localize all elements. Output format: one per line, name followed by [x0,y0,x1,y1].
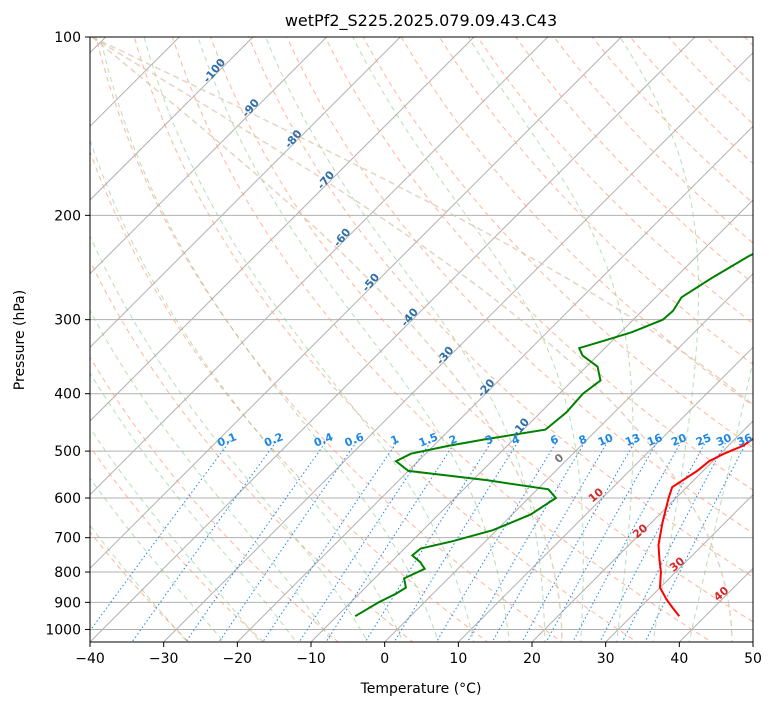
mixing-ratio-line [262,440,399,642]
y-tick-label: 100 [54,30,81,46]
mixing-ratio-line [572,440,683,642]
moist-adiabat-line [143,37,475,642]
mixing-ratio-line [364,440,493,642]
isotherm-line [457,346,753,642]
mixing-ratio-label: 13 [623,431,642,449]
y-axis-label: Pressure (hPa) [12,290,28,390]
dry-adiabat-line [90,150,489,642]
moist-adiabat-line [90,235,369,642]
profile-lines [354,252,753,618]
x-tick-label: 40 [670,651,688,667]
mixing-ratio-line [435,440,558,642]
mixing-ratio-label: 1 [389,433,401,448]
y-tick-label: 400 [54,387,81,403]
moist-adiabat-line [90,309,333,642]
moist-adiabat-line [265,37,546,642]
y-tick-label: 900 [54,595,81,611]
mixing-ratio-line [466,440,587,642]
x-tick-label: −20 [223,651,253,667]
x-tick-label: −10 [296,651,326,667]
isotherm-line [162,51,753,642]
x-tick-label: 20 [523,651,541,667]
moist-adiabat-line [90,427,261,642]
mixing-ratio-label: 20 [669,431,688,449]
mixing-ratio-label: 3 [483,433,495,448]
y-tick-label: 600 [54,491,81,507]
isotherm-line [604,493,753,642]
moist-adiabat-line [90,524,188,642]
isotherm-line [90,37,549,496]
dry-adiabat-line [400,37,753,407]
mixing-ratio-label: 16 [645,431,664,449]
moist-adiabat-line [99,37,440,642]
reference-curve [91,37,733,642]
moist-adiabat-line [90,477,225,642]
plot-frame [89,36,754,643]
dry-adiabat-line [248,37,753,578]
mixing-ratio-line [298,440,432,642]
mixing-ratio-label: 10 [596,431,615,449]
mixing-ratio-line [491,440,609,642]
y-tick-label: 1000 [45,622,81,638]
dry-adiabat-line [477,37,753,325]
dry-adiabat-line [286,37,753,534]
isotherm-line [90,37,696,642]
mixing-ratio-line [599,440,707,642]
dry-adiabat-line [90,356,339,642]
isotherm-line [90,37,254,201]
dry-adiabat-line [133,37,638,642]
mixing-ratio-label: 8 [577,433,589,448]
isotherm-line [90,37,402,349]
dry-adiabat-line [171,37,713,642]
y-tick-label: 500 [54,444,81,460]
isotherm-line [90,37,623,570]
isotherm-line [90,37,328,275]
reference-curve [91,37,753,406]
x-tick-label: 30 [597,651,615,667]
moist-adiabat-line [197,37,510,642]
chart-title: wetPf2_S225.2025.079.09.43.C43 [285,11,557,31]
isotherm-line [383,272,753,642]
dry-adiabat-line [95,37,564,642]
y-tick-label: 200 [54,208,81,224]
axis-ticks: −40 −30 −20 −10 0 10 20 30 40 50 100 200 300 400 500 60… [45,30,762,667]
x-tick-label: 0 [380,651,389,667]
y-tick-label: 800 [54,565,81,581]
mixing-ratio-label: 25 [694,431,713,449]
mixing-ratio-line [545,440,659,642]
y-tick-label: 300 [54,313,81,329]
mixing-ratio-line [521,440,637,642]
mixing-ratio-line [644,440,748,642]
x-tick-label: −40 [75,651,105,667]
mixing-ratio-label: 2 [447,433,459,448]
isotherm-line [310,199,753,642]
dry-adiabat-line [90,259,414,642]
x-tick-label: 50 [744,651,762,667]
mixing-ratio-line [131,440,278,642]
background-lines [90,37,753,642]
x-tick-label: −30 [149,651,179,667]
isotherm-line [236,125,753,642]
mixing-ratio-label: 36 [735,431,754,449]
temperature-line [657,437,753,617]
x-tick-label: 10 [449,651,467,667]
dewpoint-line [354,252,753,618]
mixing-ratio-line [621,440,728,642]
y-tick-label: 700 [54,531,81,547]
moist-adiabat-line [688,358,753,642]
dry-adiabat-line [90,445,265,642]
isotherm-line [90,37,181,128]
mixing-ratio-label: 30 [714,431,733,449]
moist-adiabat-line [90,138,404,642]
mixing-ratio-line [325,440,457,642]
dry-adiabat-line [209,37,753,623]
x-axis-label: Temperature (°C) [360,681,482,697]
isotherm-line [90,37,475,422]
